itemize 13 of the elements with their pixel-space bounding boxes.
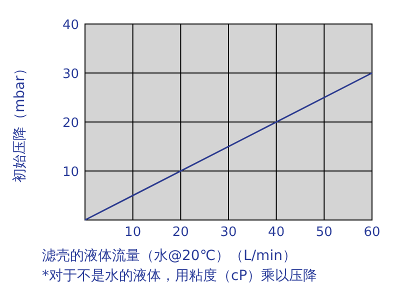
x-tick-label: 10 bbox=[124, 225, 142, 240]
x-tick-label: 20 bbox=[172, 225, 189, 240]
y-axis-title: 初始压降（mbar） bbox=[12, 62, 28, 182]
x-tick-label: 60 bbox=[364, 225, 380, 240]
y-tick-label: 40 bbox=[62, 18, 79, 33]
x-tick-label: 30 bbox=[220, 225, 237, 240]
y-tick-label: 30 bbox=[62, 67, 79, 82]
y-tick-label: 20 bbox=[62, 116, 79, 131]
x-tick-label: 50 bbox=[316, 225, 332, 240]
x-axis-title: 滤壳的液体流量（水@20℃）（L/min） bbox=[42, 248, 296, 264]
y-tick-label: 10 bbox=[62, 165, 79, 180]
x-tick-label: 40 bbox=[268, 225, 285, 240]
text: *对于不是水的液体，用粘度（cP）乘以压降 bbox=[42, 268, 318, 284]
